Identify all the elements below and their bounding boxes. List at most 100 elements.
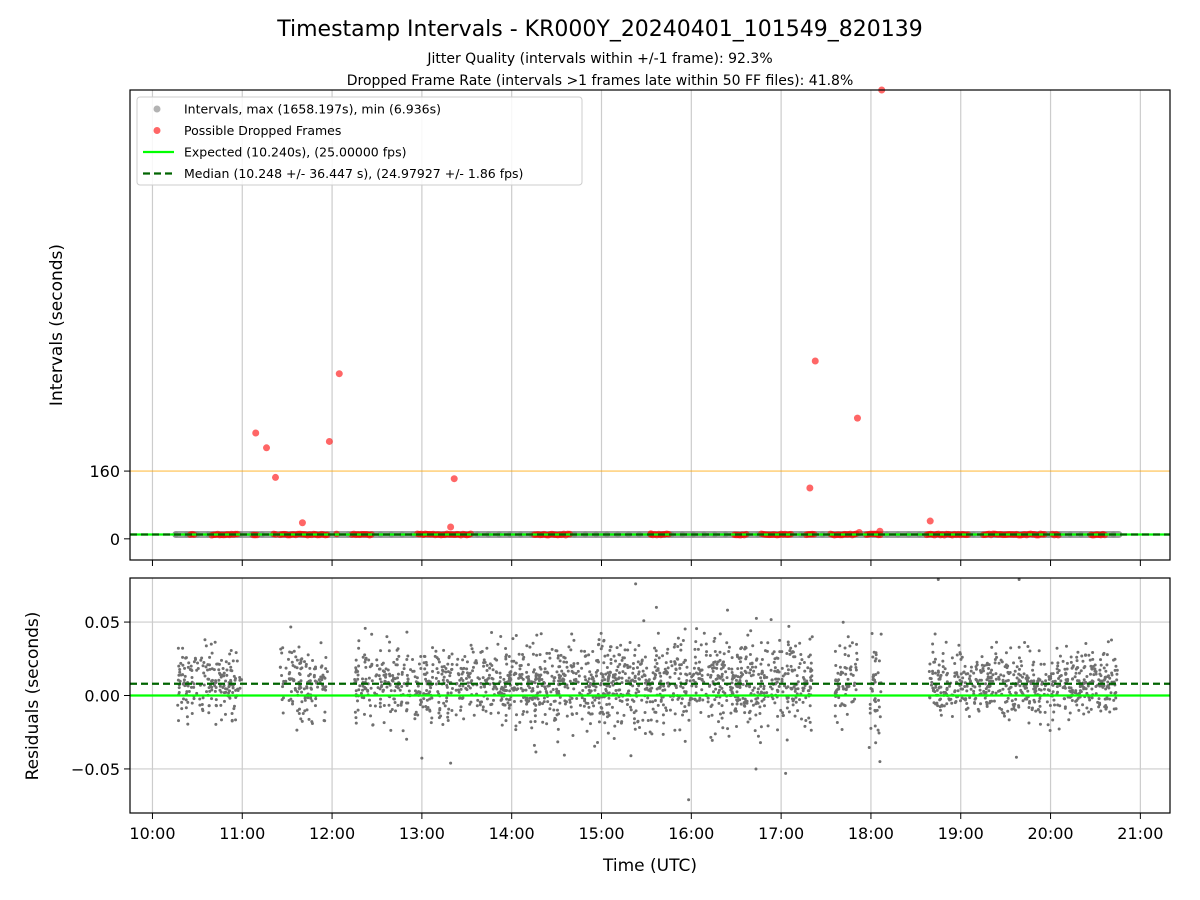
residual-point xyxy=(1028,649,1032,653)
residual-point xyxy=(494,670,498,674)
residual-point xyxy=(875,708,879,712)
residual-point xyxy=(937,677,941,681)
residual-point xyxy=(206,677,210,681)
residual-point xyxy=(793,714,797,718)
residual-point xyxy=(541,720,545,724)
residual-point xyxy=(931,672,935,676)
residual-point xyxy=(214,722,218,726)
residual-point xyxy=(1037,677,1041,681)
residual-point xyxy=(1090,679,1094,683)
residual-point xyxy=(649,718,653,722)
residual-point xyxy=(699,643,703,647)
residual-point xyxy=(208,689,212,693)
residual-point xyxy=(751,703,755,707)
residual-point xyxy=(682,661,686,665)
residual-point xyxy=(614,659,618,663)
residual-point xyxy=(796,680,800,684)
residual-point xyxy=(770,687,774,691)
residual-point xyxy=(184,656,188,660)
residual-point xyxy=(210,678,214,682)
residual-point xyxy=(443,704,447,708)
residual-point xyxy=(733,708,737,712)
residual-point xyxy=(471,650,475,654)
residual-point xyxy=(809,728,813,732)
residual-point xyxy=(941,665,945,669)
residual-point xyxy=(1008,690,1012,694)
residual-point xyxy=(1006,709,1010,713)
residual-point xyxy=(307,717,311,721)
residual-point xyxy=(462,666,466,670)
residual-point xyxy=(752,686,756,690)
residual-point xyxy=(231,659,235,663)
residual-point xyxy=(1050,661,1054,665)
residual-point xyxy=(514,728,518,732)
residual-point xyxy=(577,674,581,678)
residual-point xyxy=(1114,696,1118,700)
residual-point xyxy=(550,664,554,668)
residual-point xyxy=(1056,664,1060,668)
residual-outlier xyxy=(754,767,758,771)
residual-point xyxy=(363,626,367,630)
residual-outlier xyxy=(449,761,453,765)
residual-point xyxy=(834,663,838,667)
residual-point xyxy=(361,677,365,681)
residual-point xyxy=(1057,727,1061,731)
residual-point xyxy=(543,713,547,717)
residual-point xyxy=(841,684,845,688)
residual-point xyxy=(1098,668,1102,672)
residuals-y-tick-label: 0.05 xyxy=(84,613,120,632)
residual-point xyxy=(945,702,949,706)
residual-point xyxy=(405,684,409,688)
residual-point xyxy=(504,647,508,651)
residual-point xyxy=(308,680,312,684)
residual-point xyxy=(207,686,211,690)
residual-point xyxy=(762,676,766,680)
residual-point xyxy=(631,671,635,675)
residual-point xyxy=(541,702,545,706)
residual-point xyxy=(480,700,484,704)
residual-point xyxy=(877,705,881,709)
residual-point xyxy=(532,743,536,747)
residual-point xyxy=(1102,666,1106,670)
residual-point xyxy=(611,673,615,677)
residual-point xyxy=(231,691,235,695)
residual-point xyxy=(542,700,546,704)
residual-point xyxy=(1086,684,1090,688)
residual-point xyxy=(356,708,360,712)
residual-point xyxy=(876,671,880,675)
chart-subtitle-dropped: Dropped Frame Rate (intervals >1 frames … xyxy=(347,73,854,89)
residual-point xyxy=(441,668,445,672)
residual-point xyxy=(653,658,657,662)
residual-point xyxy=(987,689,991,693)
residual-point xyxy=(402,663,406,667)
residual-point xyxy=(752,669,756,673)
residual-point xyxy=(849,672,853,676)
residual-point xyxy=(771,652,775,656)
residual-point xyxy=(1080,654,1084,658)
residual-point xyxy=(219,703,223,707)
residual-point xyxy=(189,685,193,689)
residual-point xyxy=(871,655,875,659)
residual-point xyxy=(723,663,727,667)
residual-point xyxy=(1075,698,1079,702)
residual-point xyxy=(700,688,704,692)
residual-point xyxy=(627,676,631,680)
residual-point xyxy=(602,639,606,643)
residual-point xyxy=(446,719,450,723)
residual-point xyxy=(470,647,474,651)
residual-point xyxy=(425,698,429,702)
residual-point xyxy=(709,705,713,709)
residual-point xyxy=(717,701,721,705)
residual-point xyxy=(1061,686,1065,690)
residual-point xyxy=(629,708,633,712)
residual-point xyxy=(206,668,210,672)
residual-point xyxy=(540,677,544,681)
residual-point xyxy=(809,676,813,680)
residual-point xyxy=(844,688,848,692)
residual-point xyxy=(528,696,532,700)
residual-point xyxy=(941,659,945,663)
residual-point xyxy=(693,655,697,659)
residual-point xyxy=(589,673,593,677)
residual-point xyxy=(526,675,530,679)
residual-point xyxy=(314,665,318,669)
